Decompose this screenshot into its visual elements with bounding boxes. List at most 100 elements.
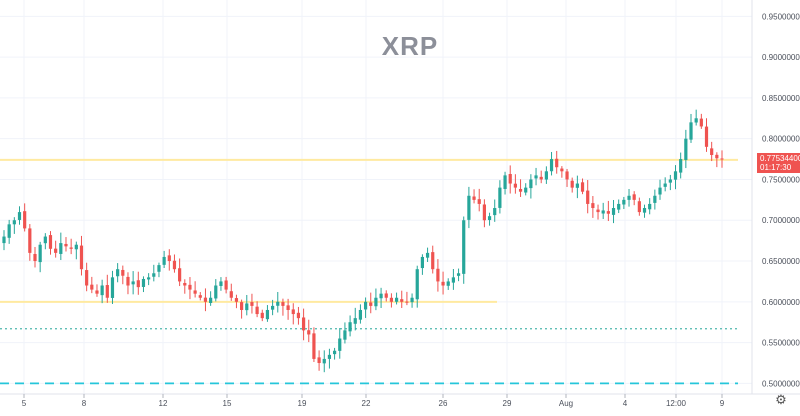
candle-body	[271, 305, 275, 310]
candle-body	[95, 290, 99, 294]
candle-body	[524, 187, 528, 193]
candle-body	[389, 297, 394, 302]
candle-body	[560, 168, 564, 172]
candle-body	[363, 301, 368, 310]
candle-body	[477, 199, 481, 204]
candle-body	[188, 284, 192, 290]
current-price-label: 0.77534400	[760, 154, 800, 163]
x-tick-label: Aug	[559, 399, 573, 408]
candle-body	[224, 280, 228, 290]
candle-body	[327, 354, 332, 359]
candle-body	[59, 243, 63, 254]
candle-body	[121, 269, 125, 276]
horizontal-lines	[0, 158, 738, 385]
candle-body	[379, 293, 383, 299]
candle-body	[462, 220, 466, 274]
candle-body	[591, 203, 595, 209]
candle-body	[317, 357, 321, 364]
candle-body	[54, 248, 58, 253]
candle-body	[38, 244, 42, 263]
candle-body	[704, 126, 709, 147]
x-tick-label: 22	[362, 399, 371, 408]
candle-body	[203, 297, 208, 302]
candle-body	[343, 330, 347, 340]
candle-body	[487, 216, 492, 221]
candle-body	[394, 297, 399, 302]
candle-body	[420, 256, 425, 269]
candle-body	[575, 183, 579, 188]
candle-body	[255, 306, 259, 315]
candle-body	[7, 224, 11, 238]
candle-body	[694, 118, 698, 123]
candle-body	[116, 269, 120, 277]
candle-body	[653, 195, 657, 203]
candle-body	[33, 253, 37, 262]
candle-body	[209, 297, 213, 303]
candle-body	[152, 273, 156, 277]
candle-body	[663, 183, 667, 187]
candle-body	[410, 297, 414, 303]
candle-body	[632, 194, 636, 200]
candle-body	[307, 330, 311, 335]
candle-body	[12, 220, 16, 225]
candle-body	[260, 312, 264, 319]
candle-body	[2, 236, 6, 244]
candle-body	[110, 277, 115, 298]
candle-body	[100, 285, 104, 296]
x-tick-label: 15	[223, 399, 232, 408]
candle-body	[493, 208, 497, 216]
candle-body	[513, 183, 517, 188]
candle-body	[48, 235, 53, 249]
candle-body	[157, 265, 161, 272]
candle-body	[601, 210, 605, 214]
candle-body	[193, 290, 197, 294]
candle-body	[64, 243, 68, 247]
candle-body	[586, 190, 590, 204]
candle-body	[234, 298, 239, 302]
candle-body	[441, 281, 445, 286]
candle-body	[482, 204, 486, 221]
candle-body	[23, 211, 27, 229]
candle-body	[265, 309, 270, 320]
candle-body	[555, 158, 559, 168]
candle-body	[637, 201, 641, 213]
candle-body	[720, 158, 724, 160]
candle-body	[518, 188, 523, 192]
candle-body	[126, 276, 130, 286]
current-price-badge: 0.77534400 01:17:30	[757, 153, 800, 173]
candle-body	[276, 301, 280, 306]
candle-body	[353, 318, 357, 324]
candle-body	[642, 208, 647, 213]
candle-body	[162, 256, 166, 265]
candle-body	[689, 122, 693, 140]
candle-body	[498, 187, 502, 208]
time-axis: 5 8 12 15 19 22 26 29 Aug 4 12:00 9	[22, 394, 725, 408]
candle-body	[250, 302, 254, 306]
candle-body	[286, 305, 290, 310]
candle-body	[549, 159, 554, 172]
candle-countdown-label: 01:17:30	[760, 163, 792, 172]
grid-lines	[0, 0, 752, 394]
candle-body	[28, 228, 32, 253]
candle-body	[358, 309, 363, 320]
candle-body	[384, 293, 388, 298]
candle-body	[673, 171, 678, 180]
candle-body	[332, 350, 337, 355]
candle-body	[214, 285, 218, 299]
gear-icon[interactable]: ⚙	[775, 392, 787, 407]
candle-body	[668, 179, 672, 183]
candle-body	[219, 281, 223, 286]
candle-body	[43, 236, 47, 244]
x-tick-label: 12:00	[666, 399, 687, 408]
candle-body	[348, 322, 352, 332]
candle-body	[622, 199, 626, 205]
candle-body	[141, 278, 146, 287]
